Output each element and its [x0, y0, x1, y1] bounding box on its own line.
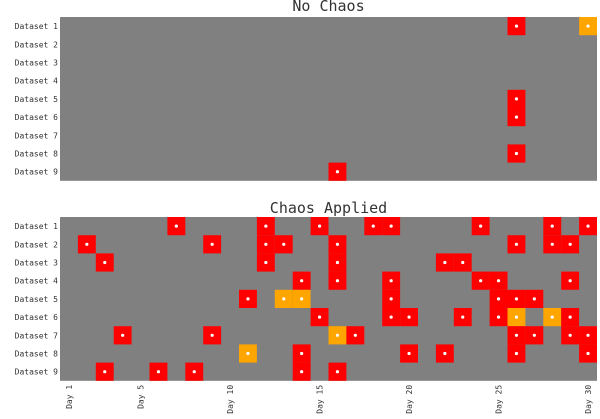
cell-marker	[103, 260, 107, 265]
cell-marker	[389, 315, 393, 319]
cell-marker	[514, 333, 519, 337]
row-label: Dataset 9	[15, 368, 59, 377]
cell-marker	[568, 315, 572, 319]
cell-marker	[568, 279, 572, 283]
cell-marker	[246, 297, 250, 301]
cell-marker	[335, 260, 340, 265]
cell-marker	[550, 242, 554, 246]
row-label: Dataset 1	[15, 22, 59, 31]
cell-marker	[514, 97, 519, 101]
row-label: Dataset 1	[15, 222, 59, 231]
cell-marker	[174, 224, 178, 228]
cell-marker	[514, 242, 519, 246]
cell-marker	[335, 370, 340, 374]
row-label: Dataset 7	[15, 131, 59, 140]
cell-marker	[317, 224, 322, 228]
cell-marker	[300, 279, 304, 283]
cell-marker	[586, 351, 590, 356]
cell-marker	[192, 370, 196, 374]
cell-marker	[353, 333, 357, 337]
row-label: Dataset 5	[15, 95, 59, 104]
cell-marker	[389, 279, 393, 283]
x-tick-label: Day 15	[316, 385, 325, 414]
cell-marker	[586, 24, 590, 28]
x-tick-label: Day 1	[65, 385, 74, 409]
cell-marker	[532, 297, 536, 301]
cell-marker	[443, 260, 447, 265]
row-label: Dataset 3	[15, 259, 59, 268]
cell-marker	[335, 279, 340, 283]
cell-marker	[121, 333, 125, 337]
cell-marker	[514, 351, 519, 356]
row-label: Dataset 5	[15, 295, 59, 304]
cell-marker	[264, 224, 268, 228]
cell-marker	[335, 170, 340, 174]
x-tick-label: Day 5	[137, 385, 146, 409]
cell-marker	[461, 260, 465, 265]
cell-marker	[264, 260, 268, 265]
cell-marker	[550, 315, 554, 319]
cell-marker	[479, 224, 483, 228]
cell-marker	[496, 297, 501, 301]
row-label: Dataset 3	[15, 59, 59, 68]
row-label: Dataset 8	[15, 350, 59, 359]
cell-marker	[246, 351, 250, 356]
cell-marker	[550, 224, 554, 228]
row-label: Dataset 9	[15, 168, 59, 177]
cell-marker	[300, 351, 304, 356]
cell-marker	[496, 315, 501, 319]
cell-marker	[317, 315, 322, 319]
cell-marker	[407, 351, 411, 356]
cell-marker	[514, 115, 519, 119]
cell-marker	[514, 315, 519, 319]
cell-marker	[85, 242, 89, 246]
x-tick-label: Day 10	[226, 385, 235, 414]
cell-marker	[210, 242, 214, 246]
row-label: Dataset 6	[15, 113, 59, 122]
cell-marker	[568, 333, 572, 337]
cell-marker	[389, 297, 393, 301]
cell-marker	[300, 297, 304, 301]
row-label: Dataset 8	[15, 150, 59, 159]
row-label: Dataset 2	[15, 40, 59, 49]
cell-marker	[568, 242, 572, 246]
row-label: Dataset 6	[15, 313, 59, 322]
cell-marker	[282, 242, 286, 246]
cell-marker	[586, 333, 590, 337]
cell-marker	[496, 279, 501, 283]
x-tick-label: Day 25	[495, 385, 504, 414]
cell-marker	[479, 279, 483, 283]
row-label: Dataset 7	[15, 331, 59, 340]
x-tick-label: Day 30	[584, 385, 593, 414]
cell-marker	[264, 242, 268, 246]
cell-marker	[532, 333, 536, 337]
cell-marker	[586, 224, 590, 228]
panel-title: Chaos Applied	[270, 199, 387, 217]
cell-marker	[156, 370, 161, 374]
cell-marker	[103, 370, 107, 374]
cell-marker	[407, 315, 411, 319]
cell-marker	[210, 333, 214, 337]
cell-marker	[514, 24, 519, 28]
cell-marker	[389, 224, 393, 228]
row-label: Dataset 4	[15, 77, 59, 86]
cell-marker	[300, 370, 304, 374]
x-tick-label: Day 20	[405, 385, 414, 414]
cell-marker	[514, 297, 519, 301]
cell-marker	[335, 242, 340, 246]
cell-marker	[443, 351, 447, 356]
cell-marker	[282, 297, 286, 301]
cell-marker	[371, 224, 375, 228]
cell-marker	[514, 151, 519, 156]
row-label: Dataset 4	[15, 277, 59, 286]
cell-marker	[335, 333, 340, 337]
panel-title: No Chaos	[292, 0, 364, 15]
cell-marker	[461, 315, 465, 319]
row-label: Dataset 2	[15, 240, 59, 249]
